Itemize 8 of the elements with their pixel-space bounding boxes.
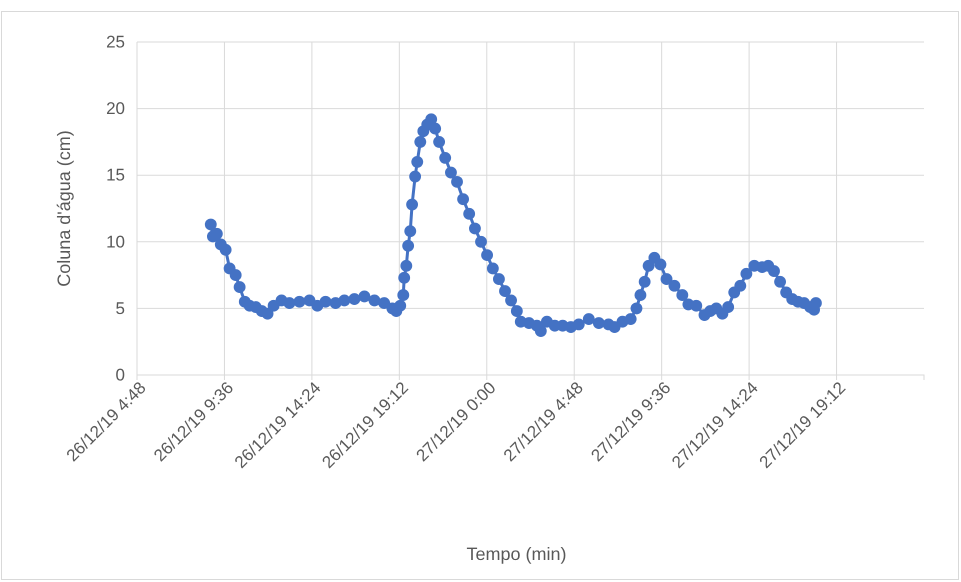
y-tick-label: 5 — [116, 298, 125, 318]
y-tick-label: 0 — [116, 365, 125, 384]
y-tick-label: 15 — [106, 166, 125, 185]
x-axis-title: Tempo (min) — [466, 544, 567, 564]
y-axis-title: Coluna d'água (cm) — [54, 130, 74, 287]
y-tick-label: 10 — [106, 232, 125, 252]
y-tick-label: 20 — [106, 99, 125, 118]
y-tick-label: 25 — [106, 32, 125, 52]
